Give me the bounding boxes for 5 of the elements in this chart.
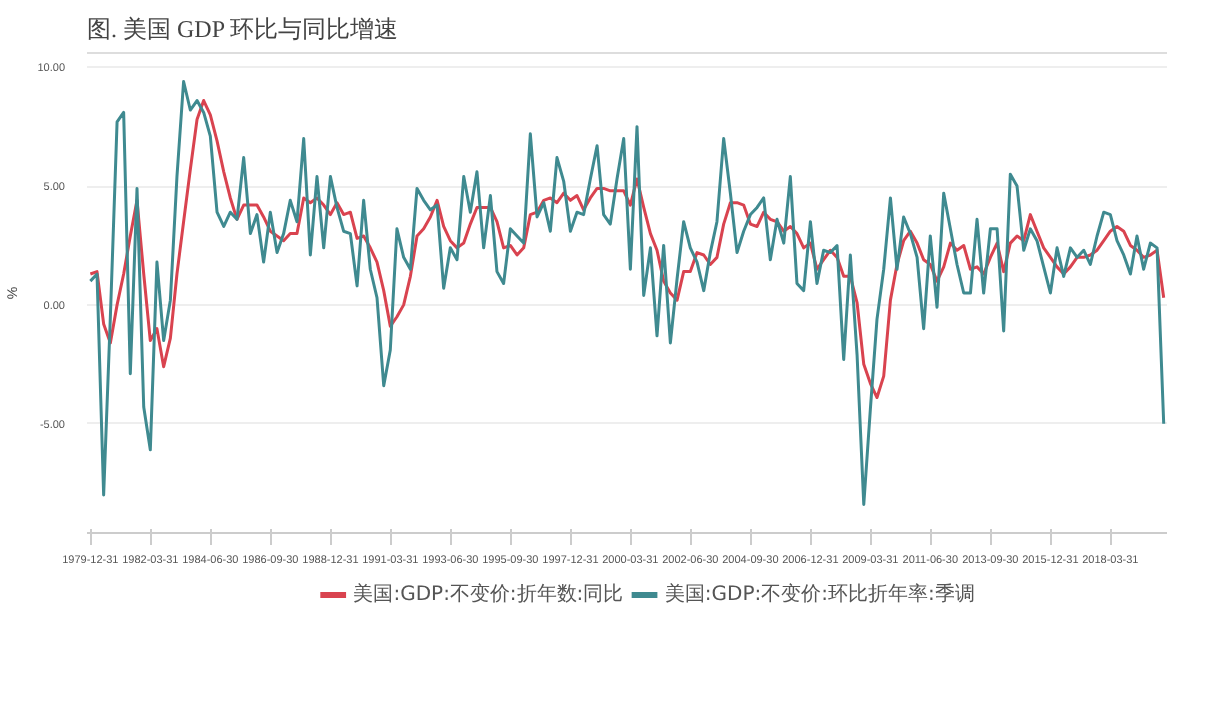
legend-label: 美国:GDP:不变价:环比折年率:季调 [664,582,975,606]
legend-label: 美国:GDP:不变价:折年数:同比 [353,582,624,606]
line-series [88,99,1166,400]
line-series [88,80,1166,506]
chart-title: 图. 美国 GDP 环比与同比增速 [87,15,399,43]
